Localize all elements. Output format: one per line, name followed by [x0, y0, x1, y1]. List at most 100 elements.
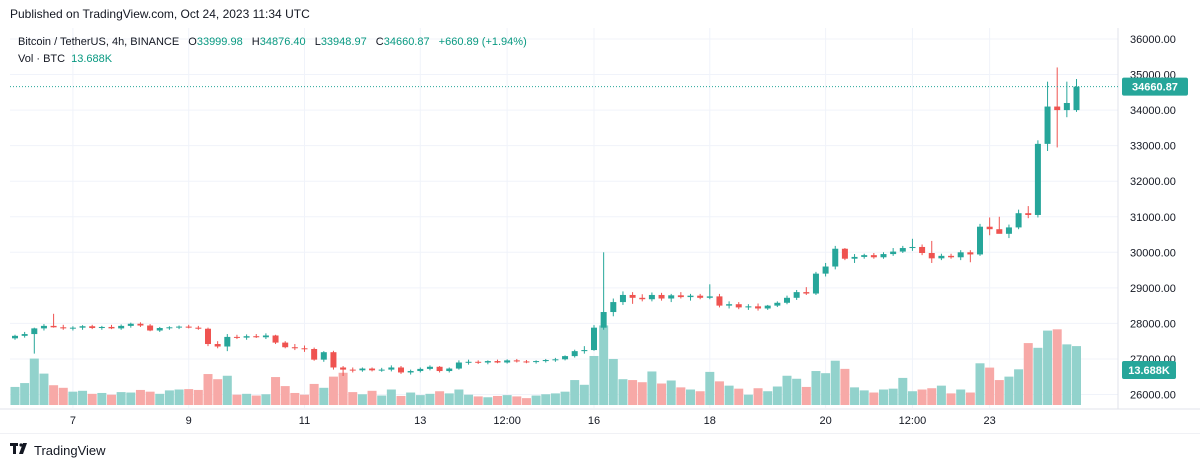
volume-bar	[261, 394, 271, 405]
candle-body	[822, 266, 829, 274]
close-value: 34660.87	[383, 36, 430, 48]
volume-bar	[328, 376, 338, 405]
candle-body	[1063, 102, 1070, 111]
candle-body	[629, 294, 636, 298]
volume-bar	[155, 393, 165, 405]
volume-bar	[464, 394, 474, 405]
candle-body	[320, 352, 327, 360]
price-tick-label: 33000.00	[1130, 141, 1176, 153]
volume-bar	[695, 391, 705, 405]
candle-body	[262, 335, 269, 338]
volume-bar	[1023, 343, 1033, 405]
volume-bars	[10, 325, 1081, 405]
candle-body	[1044, 106, 1051, 144]
candle-body	[147, 325, 154, 331]
candle-body	[195, 327, 202, 329]
candle-body	[253, 336, 260, 338]
volume-bar	[560, 391, 570, 405]
tradingview-brand[interactable]: TradingView	[34, 443, 106, 458]
volume-bar	[512, 396, 522, 405]
candle-body	[967, 252, 974, 255]
candle-body	[803, 292, 810, 294]
candle-body	[513, 360, 520, 362]
candle-body	[446, 368, 453, 372]
volume-bar	[49, 385, 59, 405]
candle-body	[1034, 143, 1041, 215]
candle-body	[774, 302, 781, 306]
volume-bar	[1052, 329, 1062, 405]
candle-body	[562, 356, 569, 360]
volume-bar	[772, 386, 782, 405]
volume-bar	[676, 387, 686, 405]
candle-body	[272, 335, 279, 343]
candle-body	[301, 348, 308, 350]
volume-bar	[126, 392, 136, 405]
volume-bar	[734, 388, 744, 405]
price-tick-label: 30000.00	[1130, 247, 1176, 259]
candle-body	[108, 326, 115, 329]
candle-body	[755, 306, 762, 309]
change-value: +660.89 (+1.94%)	[438, 36, 527, 48]
candle-body	[687, 295, 694, 298]
volume-bar	[907, 391, 917, 405]
time-tick-label: 12:00	[493, 415, 521, 427]
volume-bar	[724, 385, 734, 405]
volume-bar	[319, 387, 329, 405]
volume-bar	[550, 393, 560, 405]
time-axis[interactable]: 7 9 11 13 12:00 16 18 20 12:00 23	[70, 415, 996, 427]
volume-bar	[618, 379, 628, 405]
volume-bar	[1043, 330, 1053, 405]
time-tick-label: 11	[299, 415, 310, 427]
candle-body	[79, 326, 86, 328]
candle-body	[504, 360, 511, 363]
time-tick-label: 13	[414, 415, 426, 427]
volume-bar	[377, 395, 387, 405]
volume-bar	[10, 386, 20, 405]
candle-body	[735, 304, 742, 308]
volume-bar	[425, 393, 435, 405]
price-tick-label: 34000.00	[1130, 105, 1176, 117]
candle-body	[928, 253, 935, 259]
volume-bar	[184, 389, 194, 405]
volume-legend-row: Vol · BTC 13.688K	[18, 51, 527, 68]
candle-body	[668, 295, 675, 299]
volume-bar	[714, 381, 724, 405]
candle-body	[137, 323, 144, 326]
time-tick-label: 18	[704, 415, 716, 427]
volume-bar	[1062, 344, 1072, 405]
candle-body	[455, 362, 462, 369]
volume-bar	[444, 393, 454, 405]
volume-bar	[608, 358, 618, 405]
symbol-label[interactable]: Bitcoin / TetherUS, 4h, BINANCE	[18, 36, 180, 48]
price-axis[interactable]: 36000.0035000.0034000.0033000.0032000.00…	[1122, 34, 1188, 402]
volume-bar	[367, 390, 377, 405]
candle-body	[784, 297, 790, 303]
time-tick-label: 12:00	[899, 415, 927, 427]
volume-bar	[840, 368, 850, 405]
candlestick-chart[interactable]: 36000.0035000.0034000.0033000.0032000.00…	[0, 28, 1200, 434]
published-caption: Published on TradingView.com, Oct 24, 20…	[10, 7, 310, 21]
candle-body	[977, 226, 983, 255]
volume-bar	[975, 363, 985, 405]
time-tick-label: 16	[588, 415, 600, 427]
volume-bar	[1014, 369, 1024, 405]
volume-bar	[579, 384, 589, 405]
candle-body	[899, 248, 906, 252]
last-price-badge	[1122, 77, 1188, 96]
volume-bar	[406, 392, 416, 405]
volume-bar	[657, 383, 667, 405]
volume-label[interactable]: Vol · BTC	[18, 53, 66, 65]
candle-body	[378, 369, 385, 371]
price-tick-label: 36000.00	[1130, 34, 1176, 46]
candle-body	[407, 371, 414, 373]
open-value: 33999.98	[196, 36, 243, 48]
volume-bar	[309, 383, 319, 405]
candle-body	[706, 296, 713, 298]
volume-bar	[502, 395, 512, 405]
volume-bar	[589, 355, 599, 405]
volume-bar	[271, 377, 281, 405]
volume-bar	[58, 387, 68, 405]
volume-bar	[647, 371, 657, 405]
volume-bar	[956, 389, 966, 405]
last-volume-label: 13.688K	[1128, 365, 1170, 377]
